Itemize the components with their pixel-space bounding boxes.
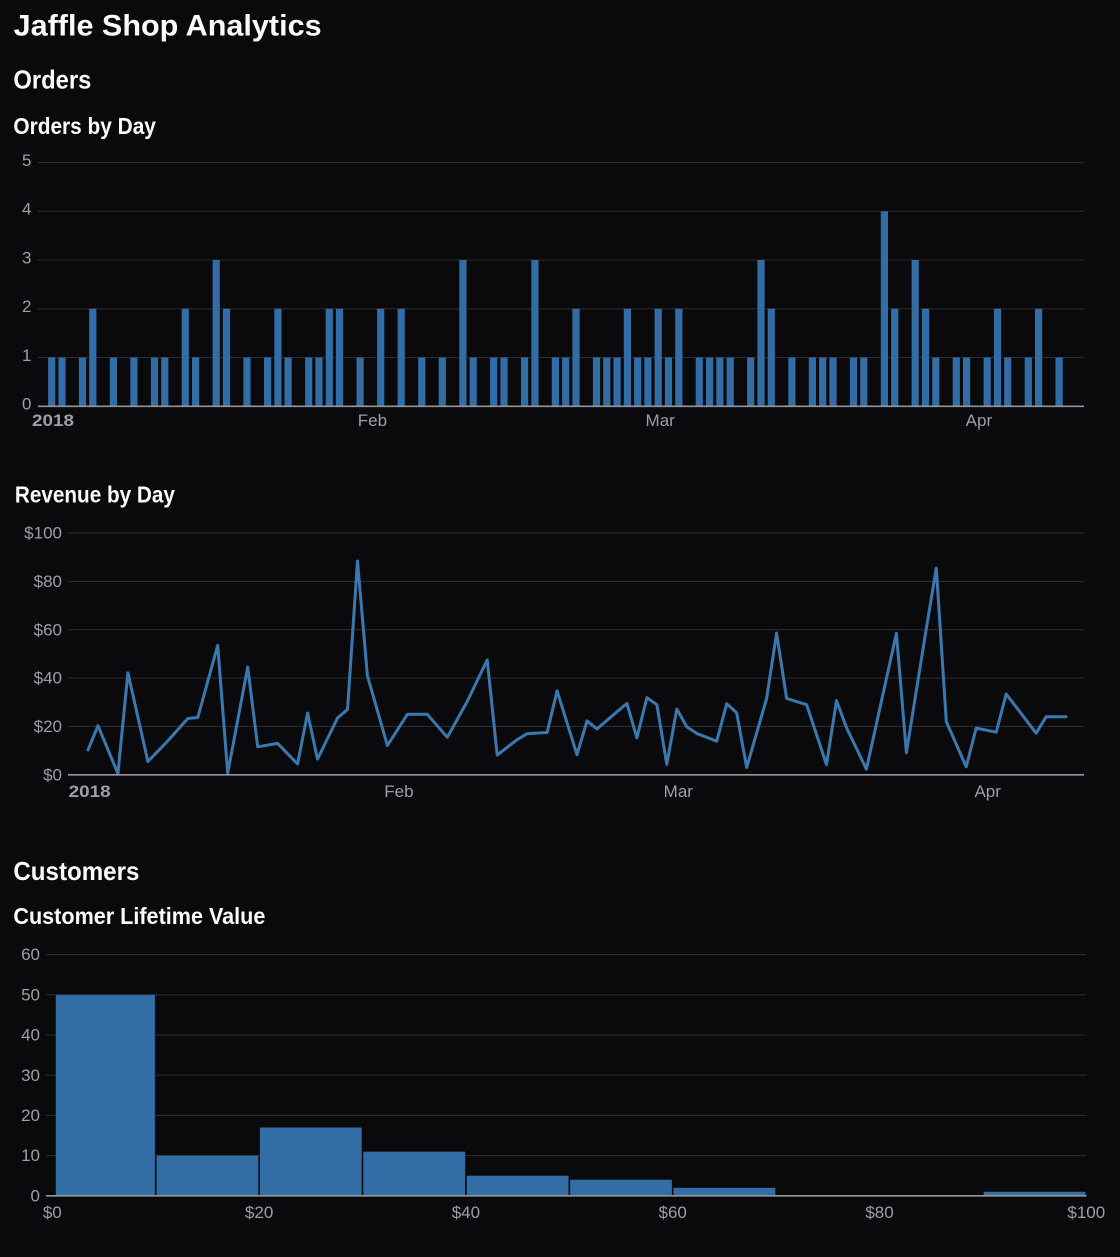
svg-text:Mar: Mar <box>664 782 694 801</box>
svg-text:3: 3 <box>22 248 31 267</box>
svg-text:50: 50 <box>21 985 40 1004</box>
svg-text:10: 10 <box>21 1146 40 1165</box>
svg-text:2018: 2018 <box>69 782 111 801</box>
svg-text:5: 5 <box>22 151 31 170</box>
svg-text:Feb: Feb <box>358 411 387 430</box>
svg-text:$60: $60 <box>34 620 62 639</box>
svg-text:$80: $80 <box>865 1203 893 1222</box>
svg-text:2018: 2018 <box>32 411 74 430</box>
svg-text:20: 20 <box>21 1106 40 1125</box>
svg-text:$0: $0 <box>43 765 62 784</box>
svg-text:$40: $40 <box>452 1203 480 1222</box>
svg-text:30: 30 <box>21 1066 40 1085</box>
svg-text:Apr: Apr <box>974 782 1001 801</box>
svg-text:2: 2 <box>22 297 31 316</box>
svg-text:$100: $100 <box>1067 1203 1105 1222</box>
svg-text:4: 4 <box>22 200 31 219</box>
svg-text:0: 0 <box>31 1186 40 1205</box>
svg-text:Jaffle Shop Analytics: Jaffle Shop Analytics <box>14 10 322 43</box>
svg-text:40: 40 <box>21 1026 40 1045</box>
svg-text:Customer Lifetime Value: Customer Lifetime Value <box>13 903 265 929</box>
svg-text:$20: $20 <box>245 1203 273 1222</box>
svg-text:Apr: Apr <box>966 411 993 430</box>
svg-text:Revenue by Day: Revenue by Day <box>15 482 175 508</box>
svg-text:Customers: Customers <box>13 856 139 886</box>
svg-text:Mar: Mar <box>646 411 676 430</box>
svg-text:Feb: Feb <box>384 782 413 801</box>
svg-text:$0: $0 <box>43 1203 62 1222</box>
svg-text:$100: $100 <box>24 524 62 543</box>
svg-text:$60: $60 <box>659 1203 687 1222</box>
svg-text:Orders: Orders <box>13 65 91 95</box>
svg-text:1: 1 <box>22 346 31 365</box>
svg-text:60: 60 <box>21 945 40 964</box>
svg-text:$80: $80 <box>34 572 62 591</box>
svg-text:Orders by Day: Orders by Day <box>13 113 156 139</box>
svg-text:$40: $40 <box>34 669 62 688</box>
svg-text:0: 0 <box>22 395 31 414</box>
svg-text:$20: $20 <box>34 717 62 736</box>
